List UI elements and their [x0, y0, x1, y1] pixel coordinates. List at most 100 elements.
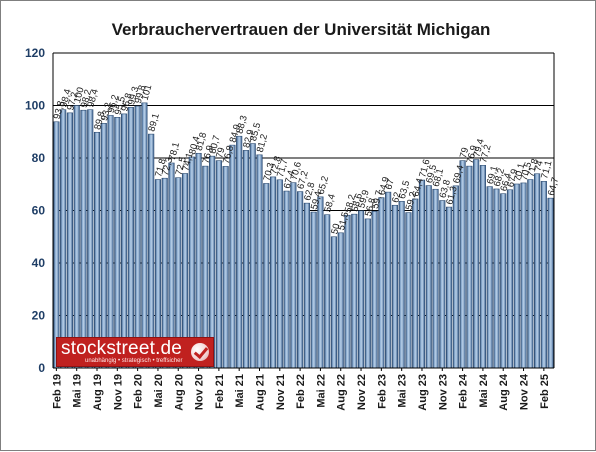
data-label: 99,8 [133, 84, 148, 105]
data-label: 63,8 [438, 179, 453, 200]
x-tick-label: Feb 25 [539, 374, 551, 409]
bar [256, 154, 263, 369]
data-label: 79,4 [471, 138, 486, 159]
data-label: 74 [532, 159, 545, 172]
bars [53, 102, 554, 369]
data-label: 98,4 [58, 88, 73, 109]
data-label: 67,4 [282, 169, 297, 190]
data-label: 78,1 [167, 141, 182, 162]
data-label: 67 [383, 178, 396, 191]
data-label: 72,3 [160, 156, 175, 177]
data-label: 74,1 [180, 152, 195, 173]
y-tick-label: 80 [32, 151, 46, 165]
x-tick-label: Feb 23 [376, 374, 388, 409]
data-label: 71,7 [275, 158, 290, 179]
bar [107, 115, 114, 369]
bar [351, 213, 358, 369]
data-label: 69,4 [451, 164, 466, 185]
x-tick-label: Nov 22 [356, 374, 368, 410]
x-tick-label: Aug 20 [173, 374, 185, 411]
bar [459, 160, 466, 369]
bar [337, 232, 344, 369]
data-label: 76,9 [465, 144, 480, 165]
axes: 0 20 40 60 80 100 120 Feb 19 Mai 19 Aug 19 Nov 19 F… [25, 46, 555, 411]
data-label: 64,4 [410, 177, 425, 198]
bar [527, 179, 534, 369]
bar [297, 191, 304, 369]
x-tick-label: Mai 19 [72, 374, 84, 408]
data-label: 95,5 [113, 95, 128, 116]
logo-tagline: unabhängig • strategisch • treffsicher [85, 358, 183, 364]
x-tick-label: Mai 20 [153, 374, 165, 408]
bar [127, 107, 134, 369]
data-label: 96,2 [106, 94, 121, 115]
data-label: 59,7 [370, 189, 385, 210]
bar [486, 186, 493, 369]
data-label: 59,4 [309, 190, 324, 211]
data-label: 84,9 [228, 123, 243, 144]
bar [520, 182, 527, 369]
data-label: 93,2 [99, 101, 114, 122]
bar [371, 210, 378, 369]
data-label: 79 [458, 146, 471, 159]
bar [473, 159, 480, 369]
bar [391, 204, 398, 369]
bar [249, 143, 256, 369]
data-label: 80,4 [187, 135, 202, 156]
data-label: 56,8 [363, 197, 378, 218]
bar [398, 201, 405, 369]
bar [405, 212, 412, 369]
y-tick-label: 20 [32, 309, 46, 323]
bar [317, 196, 324, 369]
data-label: 81,8 [194, 131, 209, 152]
bar [148, 133, 155, 369]
x-tick-label: Aug 19 [92, 374, 104, 411]
x-tick-label: Mai 22 [315, 374, 327, 408]
bar [100, 123, 107, 369]
data-label: 72,8 [268, 155, 283, 176]
data-labels: 93,898,497,210098,298,489,893,296,295,59… [52, 83, 562, 235]
data-label: 82,9 [241, 128, 256, 149]
bar [87, 109, 94, 369]
stockstreet-logo: stockstreet.de unabhängig • strategisch … [56, 337, 214, 367]
bar [263, 183, 270, 369]
data-label: 67,9 [505, 168, 520, 189]
bar [121, 113, 128, 369]
data-label: 71,1 [539, 159, 554, 180]
bar [547, 197, 554, 369]
x-tick-label: Nov 23 [437, 374, 449, 410]
bar [303, 202, 310, 369]
bar [283, 190, 290, 369]
data-label: 98,4 [86, 88, 101, 109]
x-tick-label: Feb 22 [295, 374, 307, 409]
x-tick-label: Aug 21 [254, 374, 266, 411]
data-label: 80,7 [207, 134, 222, 155]
data-label: 67,2 [295, 170, 310, 191]
data-label: 70,1 [512, 162, 527, 183]
bar [445, 206, 453, 369]
logo-name: stockstreet.de [61, 338, 183, 359]
data-label: 72,5 [174, 156, 189, 177]
data-label: 58,2 [343, 193, 358, 214]
bar [513, 183, 520, 369]
data-label: 77,2 [478, 143, 493, 164]
x-tick-label: Feb 21 [214, 374, 226, 409]
x-tick-label: Mai 23 [397, 374, 409, 408]
data-label: 71,6 [417, 158, 432, 179]
bar [364, 218, 371, 369]
bar [378, 197, 385, 369]
bar [500, 193, 507, 369]
data-label: 97,2 [65, 91, 80, 112]
bar [53, 121, 60, 369]
data-label: 71,8 [153, 158, 168, 179]
bar [269, 176, 277, 369]
data-label: 85,5 [248, 122, 263, 143]
y-tick-label: 120 [25, 46, 45, 60]
data-label: 99,3 [126, 85, 141, 106]
bar [385, 191, 392, 369]
data-label: 76,8 [221, 144, 236, 165]
bar [134, 105, 141, 369]
data-label: 68,2 [492, 167, 507, 188]
data-label: 51,5 [336, 211, 351, 232]
